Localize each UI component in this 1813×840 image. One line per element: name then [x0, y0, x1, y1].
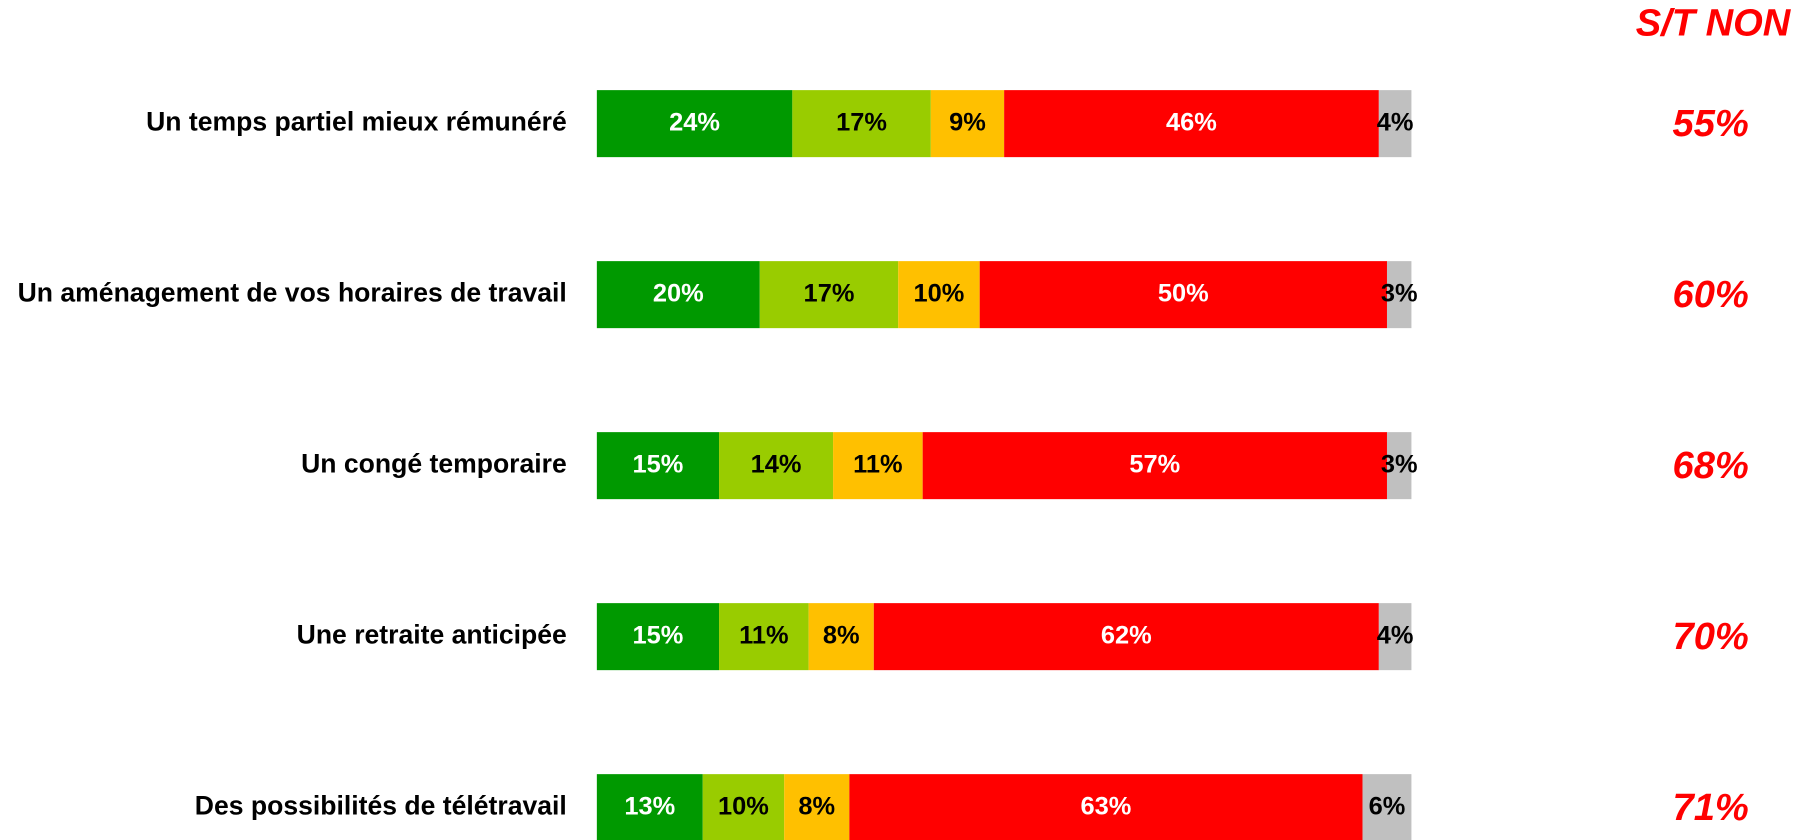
value-label: 10%: [718, 792, 769, 820]
bar-segment: [1378, 90, 1412, 158]
value-label: 11%: [739, 621, 788, 649]
value-label: 57%: [1129, 450, 1180, 478]
category-label: Un aménagement de vos horaires de travai…: [18, 278, 567, 308]
bar-segment: [898, 261, 980, 329]
bar-segment: [719, 432, 834, 500]
bar-segment: [719, 603, 809, 671]
value-label: 15%: [633, 450, 684, 478]
value-label: 8%: [823, 621, 860, 649]
value-label: 11%: [853, 450, 902, 478]
bar-segment: [922, 432, 1387, 500]
total-label: 55%: [1673, 102, 1749, 145]
bar-segment: [1386, 432, 1412, 500]
value-label: 46%: [1166, 108, 1217, 136]
bar-segment: [596, 774, 703, 840]
value-label: 6%: [1369, 792, 1406, 820]
value-label: 63%: [1081, 792, 1132, 820]
value-label: 4%: [1377, 108, 1414, 136]
bar-segment: [596, 90, 793, 158]
total-label: 60%: [1673, 273, 1749, 316]
bar-segment: [792, 90, 931, 158]
value-label: 3%: [1381, 279, 1418, 307]
value-label: 20%: [653, 279, 704, 307]
value-label: 13%: [624, 792, 675, 820]
bar-segment: [808, 603, 874, 671]
bar-segment: [596, 603, 720, 671]
bar-segment: [596, 432, 720, 500]
bar-segment: [833, 432, 923, 500]
value-label: 8%: [798, 792, 835, 820]
value-label: 4%: [1377, 621, 1414, 649]
bar-segment: [1378, 603, 1412, 671]
value-label: 17%: [836, 108, 887, 136]
value-label: 3%: [1381, 450, 1418, 478]
total-label: 70%: [1673, 615, 1749, 658]
bar-segment: [784, 774, 850, 840]
value-label: 15%: [633, 621, 684, 649]
bar-segment: [702, 774, 785, 840]
category-label: Un congé temporaire: [301, 449, 567, 479]
value-label: 50%: [1158, 279, 1209, 307]
bar-segment: [1362, 774, 1412, 840]
category-label: Un temps partiel mieux rémunéré: [146, 107, 567, 137]
bar-segment: [873, 603, 1379, 671]
bar-segment: [930, 90, 1005, 158]
value-label: 24%: [669, 108, 720, 136]
value-label: 9%: [949, 108, 986, 136]
value-label: 17%: [804, 279, 855, 307]
total-label: 68%: [1673, 444, 1749, 487]
value-label: 14%: [751, 450, 802, 478]
bar-segment: [979, 261, 1387, 329]
bar-segment: [596, 261, 760, 329]
bar-segment: [759, 261, 899, 329]
category-label: Des possibilités de télétravail: [195, 791, 567, 821]
bar-segment: [1386, 261, 1412, 329]
totals-title: S/T NON: [1636, 1, 1792, 44]
bar-segment: [849, 774, 1363, 840]
bar-segment: [1004, 90, 1379, 158]
total-label: 71%: [1673, 786, 1749, 829]
value-label: 10%: [914, 279, 965, 307]
category-label: Une retraite anticipée: [297, 620, 567, 650]
value-label: 62%: [1101, 621, 1152, 649]
